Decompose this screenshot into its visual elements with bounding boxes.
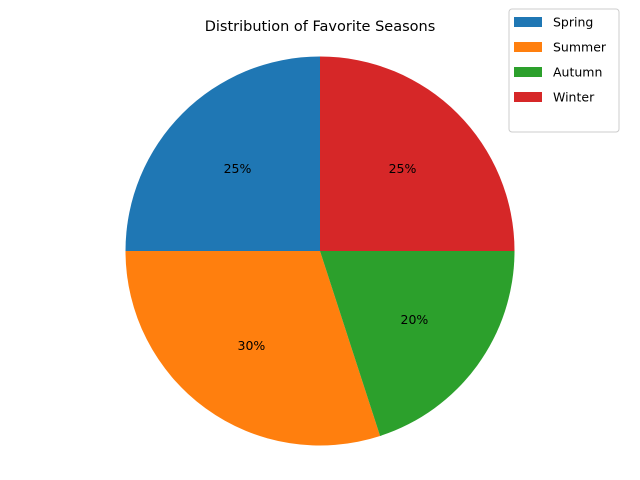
- legend-swatch-autumn: [514, 67, 542, 77]
- pie-label-winter: 25%: [389, 161, 417, 176]
- legend-label-spring: Spring: [553, 15, 593, 30]
- pie-label-spring: 25%: [224, 161, 252, 176]
- chart-legend: Spring Summer Autumn Winter: [508, 8, 620, 133]
- legend-swatch-summer: [514, 42, 542, 52]
- pie-slice-winter: [320, 56, 515, 251]
- legend-swatch-winter: [514, 92, 542, 102]
- pie-label-summer: 30%: [238, 338, 266, 353]
- legend-label-summer: Summer: [553, 40, 607, 55]
- pie-percent-labels: 25% 30% 20% 25%: [224, 161, 429, 353]
- legend-label-winter: Winter: [553, 90, 595, 105]
- pie-label-autumn: 20%: [401, 312, 429, 327]
- legend-swatch-spring: [514, 17, 542, 27]
- pie-slices: [125, 56, 515, 446]
- pie-slice-summer: [125, 251, 381, 446]
- pie-slice-autumn: [320, 251, 515, 436]
- pie-slice-spring: [125, 56, 320, 251]
- legend-label-autumn: Autumn: [553, 65, 602, 80]
- chart-title: Distribution of Favorite Seasons: [205, 19, 436, 35]
- legend-entries: Spring Summer Autumn Winter: [514, 15, 607, 105]
